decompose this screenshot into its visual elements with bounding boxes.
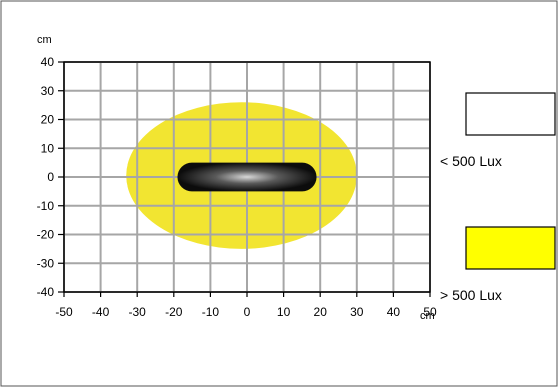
legend-swatch-below-500 <box>465 92 556 136</box>
y-tick-label: 0 <box>47 170 54 184</box>
x-tick-label: 30 <box>350 305 364 319</box>
y-tick-label: 20 <box>41 113 55 127</box>
y-tick-label: -30 <box>37 256 55 270</box>
y-tick-label: -40 <box>37 285 55 299</box>
x-tick-label: -20 <box>165 305 183 319</box>
x-tick-label: 0 <box>244 305 251 319</box>
x-tick-label: -50 <box>55 305 73 319</box>
x-tick-label: 50 <box>423 305 437 319</box>
x-tick-label: 10 <box>277 305 291 319</box>
x-axis-unit-label: cm <box>420 310 435 322</box>
legend-label-below-500: < 500 Lux <box>440 153 502 169</box>
x-tick-label: 20 <box>314 305 328 319</box>
legend-swatch-above-500 <box>465 226 556 270</box>
y-tick-label: 40 <box>41 55 55 69</box>
y-tick-label: -10 <box>37 199 55 213</box>
x-axis: -50 -40 -30 -20 -10 0 10 20 30 40 50 <box>55 292 437 319</box>
x-tick-label: -10 <box>202 305 220 319</box>
legend-label-above-500: > 500 Lux <box>440 287 502 303</box>
y-axis-unit-label: cm <box>37 34 52 46</box>
y-tick-label: 10 <box>41 141 55 155</box>
x-tick-label: 40 <box>387 305 401 319</box>
y-tick-label: 30 <box>41 84 55 98</box>
legend: < 500 Lux > 500 Lux <box>440 92 556 303</box>
x-tick-label: -40 <box>92 305 110 319</box>
plot-area <box>63 61 431 293</box>
y-axis: 40 30 20 10 0 -10 -20 -30 -40 <box>37 55 64 299</box>
y-tick-label: -20 <box>37 228 55 242</box>
x-tick-label: -30 <box>129 305 147 319</box>
light-source <box>177 162 317 192</box>
